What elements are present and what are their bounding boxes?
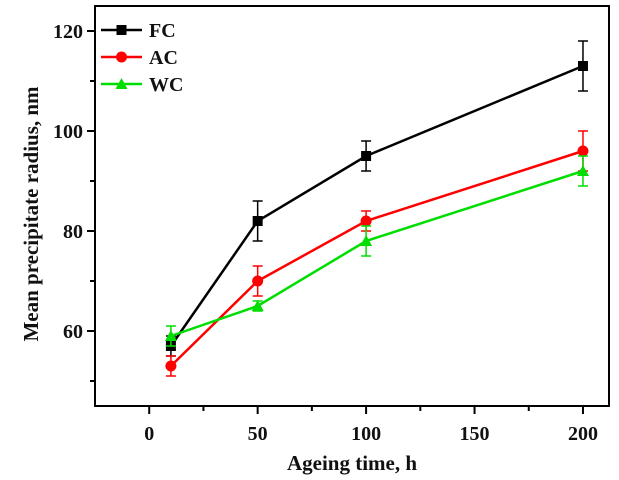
data-point-wc xyxy=(576,165,589,176)
y-tick-label: 120 xyxy=(53,21,83,43)
x-tick-label: 150 xyxy=(460,423,490,445)
series-ac xyxy=(165,130,589,377)
data-point-wc xyxy=(164,330,177,341)
data-point-ac xyxy=(360,215,372,227)
data-point-wc xyxy=(360,235,373,246)
series-layer xyxy=(164,40,589,377)
x-tick-label: 0 xyxy=(144,423,154,445)
data-point-fc xyxy=(577,61,588,71)
data-point-ac xyxy=(252,275,264,287)
series-line-ac xyxy=(170,149,584,367)
y-tick-label: 100 xyxy=(53,121,83,143)
plot-frame xyxy=(94,5,610,407)
series-line-fc xyxy=(169,64,584,347)
x-tick-label: 200 xyxy=(568,423,598,445)
legend-label-fc: FC xyxy=(149,20,176,42)
x-tick-label: 100 xyxy=(351,423,381,445)
y-tick-label: 60 xyxy=(63,321,83,343)
legend-entry-fc: FC xyxy=(101,20,176,42)
y-axis-title: Mean precipitate radius, nm xyxy=(19,86,43,342)
legend: FC AC WC xyxy=(101,20,183,96)
legend-entry-ac: AC xyxy=(101,47,178,69)
data-point-wc xyxy=(251,300,264,311)
axes-layer: 0 50 100 150 200 60 80 100 120 xyxy=(53,21,598,445)
y-tick-label: 80 xyxy=(63,221,83,243)
data-point-fc xyxy=(361,151,372,161)
legend-marker-ac xyxy=(116,51,127,63)
data-point-ac xyxy=(165,360,177,372)
x-tick-label: 50 xyxy=(248,423,268,445)
legend-label-ac: AC xyxy=(149,47,178,69)
series-line-wc xyxy=(170,169,584,338)
series-wc xyxy=(164,155,589,347)
legend-marker-wc xyxy=(115,78,128,89)
legend-marker-fc xyxy=(116,25,127,35)
x-axis-title: Ageing time, h xyxy=(287,451,417,475)
legend-label-wc: WC xyxy=(149,74,183,96)
legend-entry-wc: WC xyxy=(101,74,183,96)
data-point-fc xyxy=(252,216,263,226)
data-point-ac xyxy=(577,145,589,157)
